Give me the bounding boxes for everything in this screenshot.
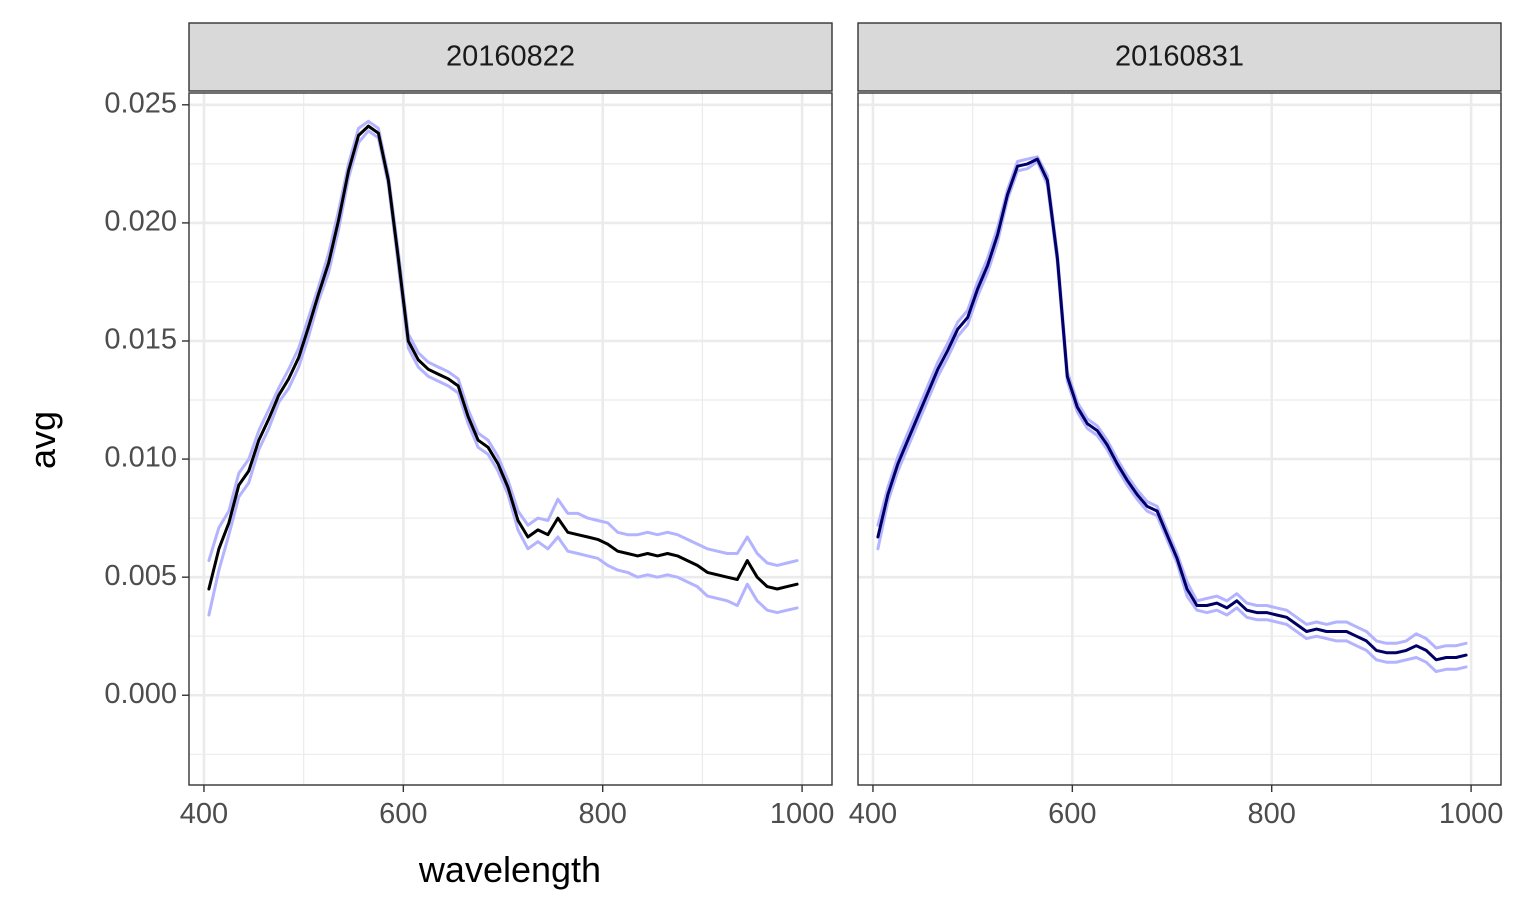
x-tick-label: 600 (379, 798, 427, 830)
x-tick-label: 600 (1048, 798, 1096, 830)
x-axis: 400 600 800 1000 400 600 800 1000 (180, 785, 1504, 830)
x-tick-label: 1000 (770, 798, 835, 830)
facet-strip-label: 20160831 (1115, 41, 1244, 73)
series-line-lower (876, 160, 1468, 674)
x-tick-label: 1000 (1439, 798, 1504, 830)
x-tick-label: 400 (180, 798, 228, 830)
y-tick-label: 0.015 (104, 324, 177, 356)
plot-panel-background (189, 93, 832, 785)
plot-area (857, 92, 1502, 786)
y-tick-label: 0.000 (104, 678, 177, 710)
x-tick-label: 400 (849, 798, 897, 830)
plot-panel-background (858, 93, 1501, 785)
series-line-upper (207, 119, 799, 567)
series-line-mean (207, 124, 799, 591)
plot-panel-border (188, 92, 833, 786)
facet-strip-label: 20160822 (446, 41, 575, 73)
series-line-lower (207, 129, 799, 617)
y-tick-label: 0.005 (104, 560, 177, 592)
plot-area (188, 92, 833, 786)
y-tick-label: 0.010 (104, 442, 177, 474)
y-axis-title: avg (22, 411, 63, 469)
y-tick-label: 0.020 (104, 206, 177, 238)
facet-panel-20160831: 20160831 (857, 22, 1502, 786)
series-line-mean (876, 157, 1468, 662)
x-tick-label: 800 (579, 798, 627, 830)
facet-strip (188, 22, 833, 92)
plot-panel-border (857, 92, 1502, 786)
series-line-upper (876, 155, 1468, 650)
y-axis: 0.000 0.005 0.010 0.015 0.020 0.025 (104, 87, 189, 710)
y-tick-label: 0.025 (104, 87, 177, 119)
x-axis-title: wavelength (418, 849, 601, 890)
facet-panel-20160822: 20160822 (188, 22, 833, 786)
facet-strip (857, 22, 1502, 92)
x-tick-label: 800 (1248, 798, 1296, 830)
